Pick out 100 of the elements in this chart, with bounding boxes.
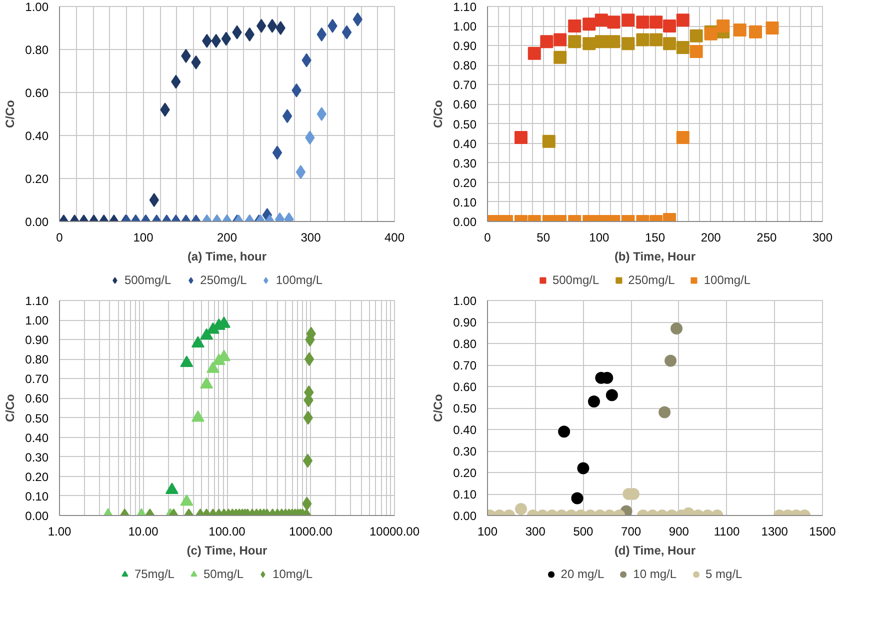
point — [676, 14, 690, 27]
y-tick-label: 0.70 — [25, 372, 49, 386]
y-tick-label: 0.40 — [453, 423, 477, 437]
y-tick-label: 0.30 — [25, 450, 49, 464]
point — [568, 20, 582, 33]
x-tick-label: 300 — [812, 230, 833, 244]
point — [607, 16, 620, 29]
y-tick-label: 0.60 — [453, 98, 477, 112]
point — [658, 406, 671, 418]
y-axis-title: C/Co — [3, 100, 18, 128]
point — [716, 20, 730, 33]
point — [554, 33, 567, 46]
point — [594, 14, 608, 27]
y-tick-label: 0.20 — [25, 172, 49, 186]
x-tick-label: 1300 — [761, 524, 788, 538]
point — [528, 46, 541, 60]
legend-label: 75mg/L — [134, 567, 174, 581]
x-tick-label: 200 — [700, 230, 722, 244]
legend-label: 5 mg/L — [706, 567, 742, 581]
y-tick-label: 0.40 — [25, 430, 49, 445]
point — [663, 20, 676, 33]
y-tick-label: 0.70 — [453, 78, 477, 92]
x-tick-label: 100 — [477, 524, 498, 538]
x-tick-label: 150 — [644, 230, 666, 244]
x-axis-title: (b) Time, Hour — [614, 250, 696, 264]
legend-label: 500mg/L — [124, 273, 172, 287]
y-tick-label: 0.80 — [25, 352, 49, 367]
point — [276, 21, 286, 35]
point — [749, 25, 762, 38]
y-tick-label: 0.20 — [453, 466, 477, 480]
x-tick-label: 10.00 — [128, 524, 159, 538]
y-tick-label: 0.70 — [453, 358, 477, 372]
point — [554, 50, 567, 64]
point — [650, 33, 663, 46]
point — [676, 41, 690, 54]
point — [636, 33, 650, 46]
y-tick-label: 1.00 — [453, 294, 477, 308]
x-axis-title: (a) Time, hour — [187, 250, 267, 264]
x-tick-label: 1.00 — [48, 524, 72, 538]
y-tick-label: 0.00 — [453, 509, 477, 523]
y-tick-label: 0.80 — [453, 58, 477, 73]
x-tick-label: 500 — [573, 524, 594, 538]
y-tick-label: 0.00 — [25, 509, 49, 523]
point — [664, 354, 677, 367]
point — [568, 35, 582, 48]
x-tick-label: 400 — [384, 230, 405, 244]
legend-label: 500mg/L — [552, 273, 600, 287]
point — [606, 389, 618, 402]
y-tick-label: 0.60 — [453, 380, 477, 394]
x-tick-label: 1100 — [714, 524, 740, 538]
point — [540, 35, 554, 48]
y-tick-label: 1.00 — [25, 0, 49, 14]
x-tick-label: 250 — [756, 230, 778, 244]
point — [670, 322, 683, 334]
y-tick-label: 0.20 — [25, 470, 49, 484]
legend-label: 20 mg/L — [560, 567, 604, 581]
y-axis-title: C/Co — [431, 100, 446, 128]
y-tick-label: 0.00 — [453, 215, 477, 229]
y-tick-label: 0.30 — [453, 156, 477, 170]
point — [607, 35, 620, 48]
y-tick-label: 0.40 — [453, 136, 477, 151]
x-tick-label: 0 — [56, 230, 64, 244]
x-tick-label: 10000.00 — [369, 524, 420, 538]
y-tick-label: 0.50 — [453, 402, 477, 416]
point — [622, 14, 635, 27]
y-tick-label: 0.00 — [25, 215, 49, 229]
y-tick-label: 0.80 — [453, 337, 477, 351]
y-tick-label: 0.10 — [453, 195, 477, 210]
point — [650, 16, 663, 29]
y-tick-label: 0.20 — [453, 176, 477, 190]
y-tick-label: 0.90 — [25, 333, 49, 348]
y-tick-label: 1.00 — [25, 314, 49, 328]
x-tick-label: 100 — [133, 230, 154, 244]
point — [690, 29, 703, 42]
y-tick-label: 1.10 — [25, 294, 49, 308]
point — [766, 22, 779, 34]
y-axis-title: C/Co — [431, 394, 446, 422]
y-tick-label: 0.10 — [453, 488, 477, 502]
legend-label: 10 mg/L — [633, 567, 677, 581]
legend-label: 10mg/L — [272, 567, 313, 581]
y-tick-label: 0.80 — [25, 43, 49, 57]
y-tick-label: 0.60 — [25, 86, 49, 100]
y-tick-label: 0.60 — [25, 392, 49, 406]
point — [316, 107, 326, 121]
point — [594, 35, 608, 48]
legend-label: 100mg/L — [704, 273, 751, 287]
point — [733, 23, 746, 36]
legend-label: 250mg/L — [628, 273, 675, 287]
y-axis-title: C/Co — [3, 394, 18, 422]
point — [663, 37, 676, 50]
point — [588, 396, 600, 408]
x-axis-title: (c) Time, Hour — [186, 544, 268, 558]
point — [622, 37, 635, 50]
y-tick-label: 1.00 — [453, 20, 477, 34]
x-tick-label: 100 — [589, 230, 610, 244]
x-tick-label: 900 — [668, 524, 690, 538]
y-tick-label: 0.90 — [453, 316, 477, 330]
x-tick-label: 50 — [536, 230, 550, 244]
x-tick-label: 1000.00 — [289, 524, 333, 538]
y-tick-label: 0.50 — [25, 411, 49, 426]
